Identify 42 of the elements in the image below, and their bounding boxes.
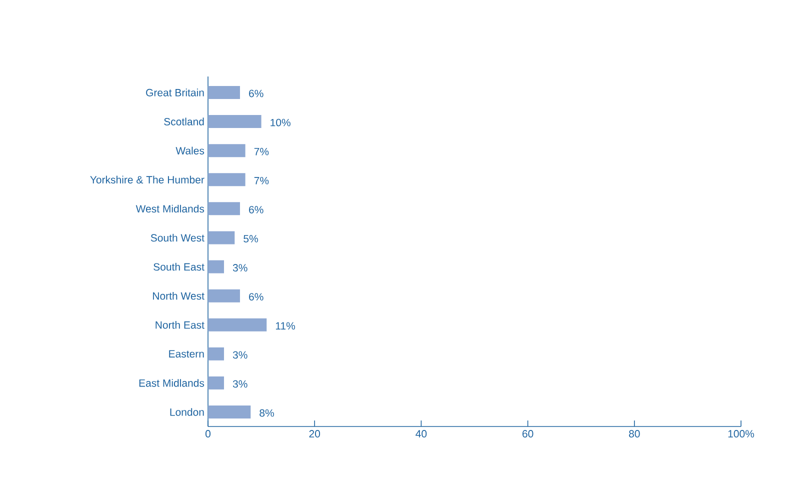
bar [208,376,224,390]
data-label: 6% [249,90,264,98]
data-label: 5% [244,235,258,242]
y-tick-label: Scotland [164,118,204,126]
x-tick-label: 0 [205,430,211,438]
bar [208,289,240,302]
y-tick-label: South West [150,234,204,242]
data-label: 3% [232,380,248,388]
bar [208,231,235,244]
bar [208,318,267,332]
bar [208,173,246,186]
x-tick-label: 80 [629,430,640,438]
data-label: 6% [249,293,264,301]
data-label: 11% [276,322,296,330]
data-label: 3% [232,351,248,359]
bar [208,260,224,274]
y-tick-label: Wales [176,146,204,154]
bar [208,202,240,216]
y-tick-label: North West [153,292,204,300]
y-tick-label: Great Britain [146,88,204,96]
data-label: 7% [254,148,269,156]
data-label: 8% [260,409,274,417]
y-tick-label: East Midlands [139,379,204,387]
data-label: 3% [232,264,248,272]
x-tick-label: 100% [728,430,754,438]
data-label: 7% [254,176,269,184]
y-tick-label: West Midlands [136,204,204,213]
bar [208,347,224,360]
y-tick-label: Eastern [169,350,204,358]
data-label: 10% [270,118,290,126]
bar [208,115,262,128]
data-label: 6% [249,206,264,214]
y-tick-label: London [170,408,204,416]
x-tick-label: 40 [416,430,427,438]
y-tick-label: South East [154,262,204,271]
bar [208,406,251,418]
x-tick-label: 20 [309,430,320,438]
x-tick-label: 60 [522,430,534,438]
y-tick-label: North East [156,321,204,329]
y-tick-label: Yorkshire & The Humber [90,176,204,184]
bar [208,144,246,158]
bar [208,86,240,99]
